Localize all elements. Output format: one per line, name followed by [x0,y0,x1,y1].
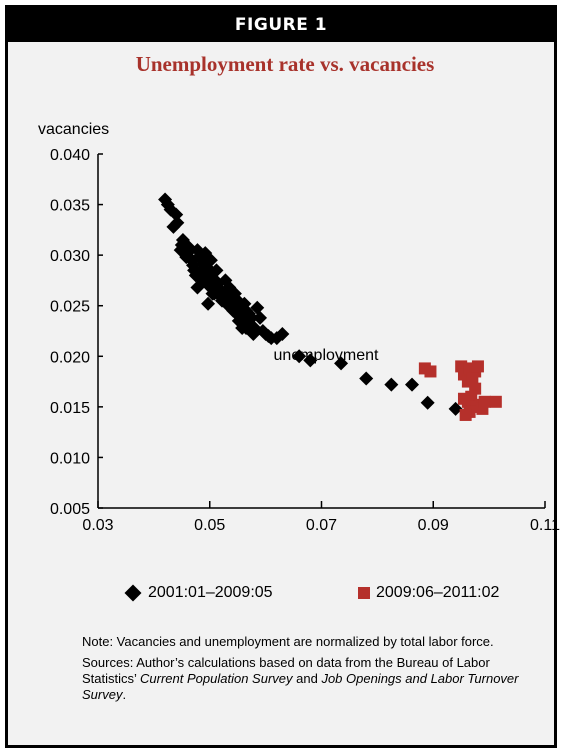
note-text: Note: Vacancies and unemployment are nor… [82,634,494,649]
data-point-series-1 [420,395,435,410]
chart-title: Unemployment rate vs. vacancies [135,52,435,76]
y-tick-label: 0.005 [50,501,90,518]
x-axis-title: unemployment [274,347,380,364]
y-tick-label: 0.010 [50,450,90,467]
y-tick-label: 0.020 [50,349,90,366]
legend-label-series-1: 2001:01–2009:05 [148,584,273,601]
data-points [158,192,502,421]
data-point-series-2 [424,365,437,378]
data-point-series-1 [201,296,216,311]
square-marker-icon [358,587,370,599]
data-point-series-1 [170,215,185,230]
y-tick-label: 0.030 [50,248,90,265]
x-tick-label: 0.07 [306,517,337,534]
x-tick-label: 0.11 [530,517,560,534]
legend-item-series-2: 2009:06–2011:02 [358,584,499,602]
sources-text: Sources: Author’s calculations based on … [82,655,522,703]
data-point-series-1 [203,253,218,268]
y-tick-label: 0.035 [50,198,90,215]
y-tick-label: 0.015 [50,400,90,417]
data-point-series-1 [448,401,463,416]
data-point-series-2 [478,395,491,408]
sources-end: . [122,687,127,702]
source-survey-1: Current Population Survey [140,671,293,686]
data-point-series-1 [253,310,268,325]
legend-label-series-2: 2009:06–2011:02 [376,584,500,601]
data-point-series-1 [244,310,259,325]
data-point-series-2 [466,372,479,385]
data-point-series-1 [209,263,224,278]
scatter-plot: vacancies 0.0050.0100.0150.0200.0250.030… [38,121,560,534]
data-point-series-1 [405,377,420,392]
y-tick-label: 0.040 [50,147,90,164]
data-point-series-1 [303,353,318,368]
x-tick-label: 0.05 [194,517,225,534]
data-point-series-2 [471,360,484,373]
data-point-series-1 [250,300,265,315]
data-point-series-1 [359,371,374,386]
x-tick-label: 0.09 [418,517,449,534]
diamond-marker-icon [124,584,142,602]
data-point-series-1 [384,377,399,392]
data-point-series-1 [190,243,205,258]
data-point-series-1 [275,327,290,342]
data-point-series-1 [292,349,307,364]
y-axis: 0.005 0.010 0.015 0.020 0.025 0.030 0.035 0.040 [50,147,103,518]
y-axis-title: vacancies [38,121,109,138]
data-point-series-2 [459,408,472,421]
data-point-series-1 [334,356,349,371]
x-axis: 0.03 0.05 0.07 0.09 0.11 [82,501,560,534]
notes: Note: Vacancies and unemployment are nor… [82,634,522,708]
figure-label: FIGURE 1 [8,8,554,42]
data-point-series-2 [489,395,502,408]
x-tick-label: 0.03 [82,517,113,534]
sources-prefix: Sources: Author’s calculations based on … [82,655,490,686]
source-survey-2: Job Openings and Labor Turnover Survey [82,671,519,702]
data-point-series-1 [205,286,220,301]
legend-item-series-1: 2001:01–2009:05 [124,584,273,602]
data-point-series-1 [190,280,205,295]
data-point-series-1 [239,320,254,335]
sources-and: and [292,671,322,686]
y-tick-label: 0.025 [50,299,90,316]
data-point-series-1 [211,276,226,291]
